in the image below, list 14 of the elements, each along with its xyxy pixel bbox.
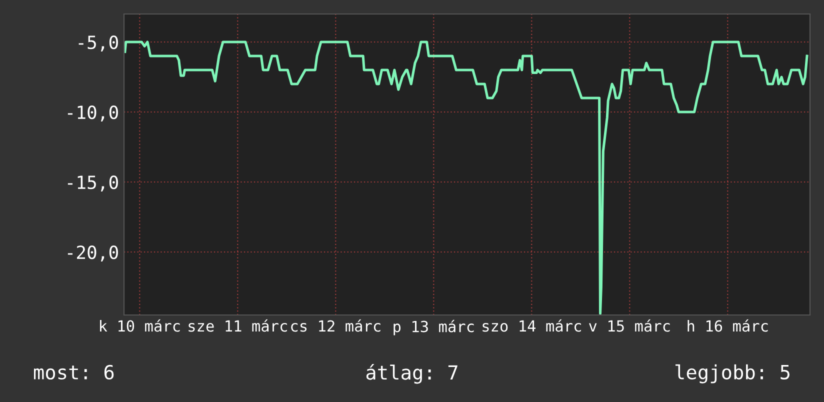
y-tick-label: -15,0 (68, 176, 118, 192)
x-tick-label: sze 11 márc (188, 319, 287, 332)
text: átlag: 7 (366, 364, 458, 384)
y-tick-label: -5,0 (78, 36, 118, 52)
x-tick-label: szo 14 márc (482, 319, 581, 332)
text: legjobb: 5 (675, 364, 790, 384)
x-tick-label: p 13 márc (394, 320, 474, 336)
x-tick-label: k 10 márc (100, 319, 180, 332)
x-tick-label: v 15 márc (589, 319, 670, 332)
x-tick-label: h 16 márc (688, 319, 768, 332)
x-tick-label: cs 12 márc (291, 319, 380, 332)
y-tick-label: -10,0 (68, 106, 118, 122)
y-tick-label: -20,0 (68, 246, 118, 262)
text: most: 6 (34, 364, 114, 380)
